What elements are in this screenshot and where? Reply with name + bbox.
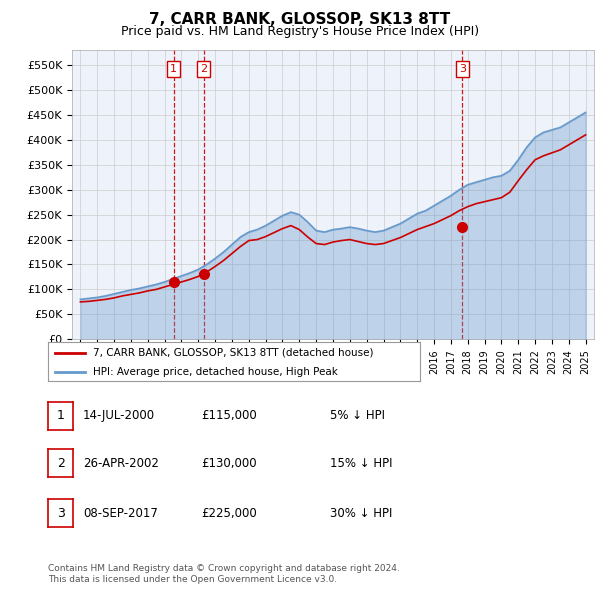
Text: Price paid vs. HM Land Registry's House Price Index (HPI): Price paid vs. HM Land Registry's House … — [121, 25, 479, 38]
Text: 1: 1 — [56, 409, 65, 422]
Text: 7, CARR BANK, GLOSSOP, SK13 8TT (detached house): 7, CARR BANK, GLOSSOP, SK13 8TT (detache… — [92, 348, 373, 358]
Text: 5% ↓ HPI: 5% ↓ HPI — [330, 409, 385, 422]
Text: 26-APR-2002: 26-APR-2002 — [83, 457, 158, 470]
Text: This data is licensed under the Open Government Licence v3.0.: This data is licensed under the Open Gov… — [48, 575, 337, 584]
Text: 3: 3 — [459, 64, 466, 74]
Text: £115,000: £115,000 — [201, 409, 257, 422]
Text: 2: 2 — [200, 64, 207, 74]
Text: £225,000: £225,000 — [201, 507, 257, 520]
Text: 14-JUL-2000: 14-JUL-2000 — [83, 409, 155, 422]
Text: Contains HM Land Registry data © Crown copyright and database right 2024.: Contains HM Land Registry data © Crown c… — [48, 565, 400, 573]
Text: 30% ↓ HPI: 30% ↓ HPI — [330, 507, 392, 520]
Text: HPI: Average price, detached house, High Peak: HPI: Average price, detached house, High… — [92, 367, 338, 377]
Text: 2: 2 — [56, 457, 65, 470]
Text: 15% ↓ HPI: 15% ↓ HPI — [330, 457, 392, 470]
Text: 08-SEP-2017: 08-SEP-2017 — [83, 507, 158, 520]
Text: 1: 1 — [170, 64, 177, 74]
Text: 3: 3 — [56, 507, 65, 520]
Text: £130,000: £130,000 — [201, 457, 257, 470]
Text: 7, CARR BANK, GLOSSOP, SK13 8TT: 7, CARR BANK, GLOSSOP, SK13 8TT — [149, 12, 451, 27]
